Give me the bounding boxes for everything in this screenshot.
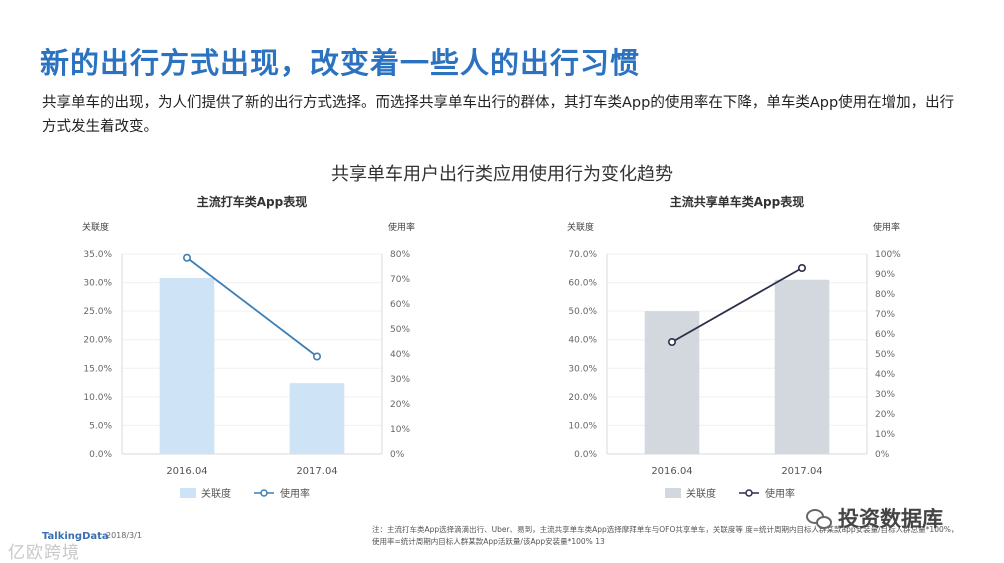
left-tick-label: 10.0% <box>83 393 112 403</box>
line-point <box>313 352 322 361</box>
bar <box>159 278 215 454</box>
right-tick-label: 30% <box>390 375 410 385</box>
right-tick-label: 60% <box>875 330 895 340</box>
wechat-icon <box>806 508 832 529</box>
right-tick-label: 30% <box>875 390 895 400</box>
left-tick-label: 35.0% <box>83 250 112 260</box>
chart-title: 主流共享单车类App表现 <box>670 194 804 209</box>
footer-note: 注：主流打车类App选择滴滴出行、Uber、易到，主流共享单车类App选择摩拜单… <box>372 524 962 548</box>
watermark-left: 亿欧跨境 <box>8 543 80 563</box>
line-point <box>668 338 677 347</box>
right-tick-label: 20% <box>390 400 410 410</box>
right-tick-label: 40% <box>875 370 895 380</box>
x-tick-label: 2017.04 <box>296 466 337 477</box>
legend-line-label: 使用率 <box>765 487 795 500</box>
left-axis-title: 关联度 <box>82 221 109 233</box>
right-tick-label: 80% <box>875 290 895 300</box>
right-tick-label: 90% <box>875 270 895 280</box>
legend-line-marker <box>260 489 268 497</box>
right-tick-label: 50% <box>875 350 895 360</box>
left-tick-label: 0.0% <box>89 450 112 460</box>
talkingdata-logo: TalkingData <box>42 531 109 542</box>
left-tick-label: 30.0% <box>568 364 597 374</box>
right-tick-label: 80% <box>390 250 410 260</box>
line-point <box>798 264 807 273</box>
right-tick-label: 40% <box>390 350 410 360</box>
right-axis-title: 使用率 <box>873 221 900 233</box>
x-tick-label: 2016.04 <box>166 466 207 477</box>
bar <box>289 383 345 454</box>
left-tick-label: 10.0% <box>568 421 597 431</box>
legend-bar-swatch <box>665 488 681 498</box>
right-tick-label: 0% <box>875 450 890 460</box>
taxi-app-chart: 主流打车类App表现 关联度 使用率 35.0% 30.0% 25.0% 20.0% 15.0… <box>60 190 460 510</box>
right-tick-label: 70% <box>390 275 410 285</box>
left-tick-label: 5.0% <box>89 421 112 431</box>
line-point <box>183 253 192 262</box>
x-tick-label: 2016.04 <box>651 466 692 477</box>
right-tick-label: 0% <box>390 450 405 460</box>
left-tick-label: 60.0% <box>568 279 597 289</box>
watermark-right-text: 投资数据库 <box>838 507 943 531</box>
x-tick-label: 2017.04 <box>781 466 822 477</box>
right-axis-title: 使用率 <box>388 221 415 233</box>
left-tick-label: 25.0% <box>83 307 112 317</box>
left-tick-label: 50.0% <box>568 307 597 317</box>
right-tick-label: 60% <box>390 300 410 310</box>
page-description: 共享单车的出现，为人们提供了新的出行方式选择。而选择共享单车出行的群体，其打车类… <box>42 95 955 135</box>
right-tick-label: 10% <box>390 425 410 435</box>
chart-title: 主流打车类App表现 <box>197 194 307 209</box>
footer-note-text: 注：主流打车类App选择滴滴出行、Uber、易到，主流共享单车类App选择摩拜单… <box>372 525 959 546</box>
left-tick-label: 0.0% <box>574 450 597 460</box>
legend-line-marker <box>745 489 753 497</box>
page-number: 13 <box>595 537 605 546</box>
left-axis-title: 关联度 <box>567 221 594 233</box>
right-tick-label: 70% <box>875 310 895 320</box>
main-chart-title: 共享单车用户出行类应用使用行为变化趋势 <box>331 164 673 185</box>
right-tick-label: 50% <box>390 325 410 335</box>
right-tick-label: 20% <box>875 410 895 420</box>
right-tick-label: 100% <box>875 250 901 260</box>
left-tick-label: 20.0% <box>568 393 597 403</box>
bike-app-chart: 主流共享单车类App表现 关联度 使用率 70.0% 60.0% 50.0% 40.0% 30… <box>545 190 945 510</box>
legend-bar-label: 关联度 <box>686 487 716 500</box>
left-tick-label: 20.0% <box>83 336 112 346</box>
legend-bar-swatch <box>180 488 196 498</box>
left-tick-label: 30.0% <box>83 279 112 289</box>
left-tick-label: 70.0% <box>568 250 597 260</box>
series-line <box>671 267 803 343</box>
bar <box>774 279 830 454</box>
legend-bar-label: 关联度 <box>201 487 231 500</box>
footer-date: 2018/3/1 <box>106 531 142 540</box>
watermark-right: 投资数据库 <box>806 503 943 533</box>
right-tick-label: 10% <box>875 430 895 440</box>
bar <box>644 311 700 454</box>
series-line <box>186 257 318 358</box>
legend-line-label: 使用率 <box>280 487 310 500</box>
page-title: 新的出行方式出现，改变着一些人的出行习惯 <box>40 46 641 80</box>
left-tick-label: 40.0% <box>568 336 597 346</box>
left-tick-label: 15.0% <box>83 364 112 374</box>
